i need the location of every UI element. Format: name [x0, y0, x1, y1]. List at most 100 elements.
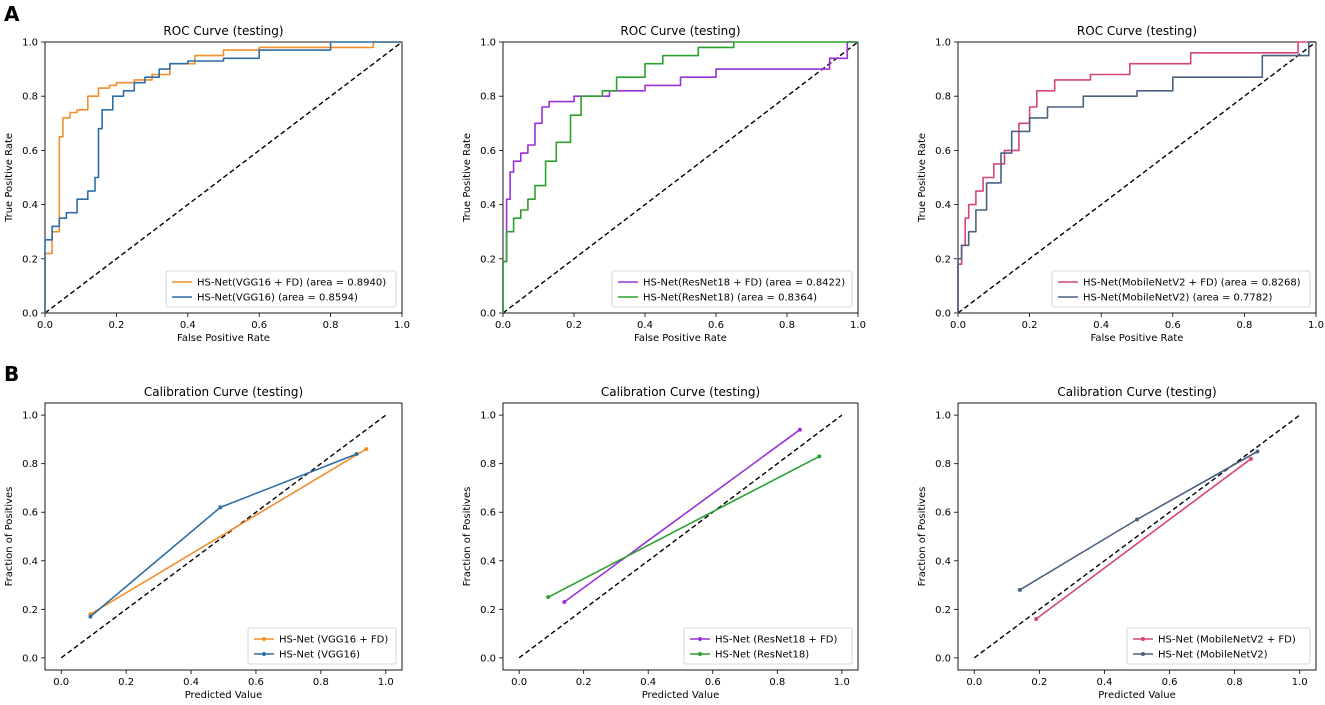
- chart-title: ROC Curve (testing): [620, 24, 740, 38]
- series-line-2: [502, 41, 858, 313]
- y-tick-label: 0.4: [480, 200, 496, 211]
- legend-box: [1126, 627, 1311, 665]
- x-tick-label: 0.4: [180, 320, 196, 331]
- x-tick-label: 0.8: [1236, 320, 1252, 331]
- series-2-point: [354, 451, 359, 456]
- x-tick-label: 0.6: [705, 677, 721, 688]
- x-tick-label: 0.8: [779, 320, 795, 331]
- legend-entry: HS-Net (ResNet18 + FD): [715, 635, 837, 646]
- legend-box: [683, 627, 853, 665]
- x-tick-label: 0.6: [251, 320, 267, 331]
- series-1-point: [562, 600, 567, 605]
- y-tick-label: 0.4: [935, 200, 951, 211]
- series-2-point: [817, 454, 822, 459]
- series-line-1: [89, 448, 367, 615]
- legend-marker: [262, 637, 266, 641]
- legend-entry: HS-Net(MobileNetV2 + FD) (area = 0.8268): [1083, 278, 1301, 289]
- y-axis-label: True Positive Rate: [4, 133, 15, 223]
- y-tick-label: 0.8: [935, 92, 951, 103]
- series-2-point: [218, 505, 223, 510]
- diagonal-reference-line: [973, 414, 1301, 659]
- y-tick-label: 0.2: [22, 254, 38, 265]
- chart-3: 0.00.0 0.2 0.2 0.4 0.4 0.6 0.6 0.8 0.8 1.0 1.0 ROC …: [917, 24, 1324, 344]
- chart-title: Calibration Curve (testing): [1057, 385, 1216, 399]
- y-tick-label: 0.6: [480, 146, 496, 157]
- x-tick-label: 0.4: [1097, 677, 1113, 688]
- y-tick-label: 0.2: [935, 605, 951, 616]
- x-axis-label: Predicted Value: [1098, 690, 1176, 701]
- legend-entry: HS-Net (MobileNetV2 + FD): [1158, 635, 1296, 646]
- y-tick-label: 1.0: [480, 411, 496, 422]
- y-tick-label: 0.8: [22, 459, 38, 470]
- series-line-1: [44, 41, 402, 313]
- legend-entry: HS-Net(ResNet18 + FD) (area = 0.8422): [643, 278, 845, 289]
- x-tick-label: 0.6: [1165, 320, 1181, 331]
- y-tick-label: 0.0: [935, 653, 951, 664]
- legend-entry: HS-Net (ResNet18): [715, 650, 809, 661]
- legend-entry: HS-Net(VGG16 + FD) (area = 0.8940): [197, 278, 386, 289]
- diagonal-reference-line: [60, 414, 387, 659]
- x-tick-label: 0.2: [118, 677, 134, 688]
- x-tick-label: 0.8: [769, 677, 785, 688]
- plot-frame: [44, 402, 403, 671]
- y-tick-label: 1.0: [480, 38, 496, 49]
- x-tick-label: 0.2: [1031, 677, 1047, 688]
- diagonal-reference-line: [44, 41, 403, 314]
- y-tick-label: 0.8: [22, 92, 38, 103]
- legend-entry: HS-Net (VGG16 + FD): [279, 635, 388, 646]
- plot-frame: [502, 402, 859, 671]
- x-axis-label: Predicted Value: [642, 690, 720, 701]
- y-tick-label: 1.0: [935, 411, 951, 422]
- series-2-point: [546, 595, 551, 600]
- x-tick-label: 0.0: [495, 320, 511, 331]
- series-2-point: [1017, 587, 1022, 592]
- legend-entry: HS-Net (MobileNetV2): [1158, 650, 1268, 661]
- x-tick-label: 0.0: [511, 677, 527, 688]
- x-tick-label: 0.4: [1093, 320, 1109, 331]
- series-1-point: [797, 427, 802, 432]
- y-tick-label: 0.0: [935, 309, 951, 320]
- series-line-1: [563, 429, 801, 603]
- chart-title: Calibration Curve (testing): [144, 385, 303, 399]
- plot-frame: [502, 41, 859, 314]
- legend-entry: HS-Net (VGG16): [279, 650, 360, 661]
- series-line-1: [1035, 458, 1252, 620]
- x-tick-label: 0.2: [576, 677, 592, 688]
- x-tick-label: 0.0: [37, 320, 53, 331]
- series-1-point: [1248, 456, 1253, 461]
- series-2-point: [1135, 517, 1139, 522]
- legend-box: [247, 627, 397, 665]
- y-axis-label: Fraction of Positives: [4, 487, 15, 587]
- y-tick-label: 0.8: [480, 92, 496, 103]
- legend-marker: [1141, 637, 1145, 641]
- y-tick-label: 0.0: [480, 309, 496, 320]
- series-2-point: [88, 614, 93, 619]
- x-axis-label: False Positive Rate: [177, 333, 270, 344]
- y-tick-label: 0.2: [935, 254, 951, 265]
- y-tick-label: 0.6: [22, 508, 38, 519]
- legend-marker: [698, 652, 702, 656]
- y-axis-label: True Positive Rate: [462, 133, 473, 223]
- series-line-1: [957, 41, 1316, 313]
- x-tick-label: 0.4: [637, 320, 653, 331]
- y-axis-label: Fraction of Positives: [917, 487, 928, 587]
- plot-frame: [44, 41, 403, 314]
- chart-title: ROC Curve (testing): [163, 24, 283, 38]
- x-axis-label: False Positive Rate: [1091, 333, 1184, 344]
- plot-frame: [957, 41, 1317, 314]
- series-1-point: [364, 447, 369, 452]
- y-tick-label: 0.4: [935, 556, 951, 567]
- series-2-point: [1255, 449, 1260, 454]
- diagonal-reference-line: [957, 41, 1317, 314]
- x-tick-label: 0.6: [248, 677, 264, 688]
- y-tick-label: 0.2: [22, 605, 38, 616]
- y-axis-label: Fraction of Positives: [462, 487, 473, 587]
- y-tick-label: 1.0: [935, 38, 951, 49]
- chart-title: Calibration Curve (testing): [601, 385, 760, 399]
- legend-box: [611, 270, 853, 308]
- y-tick-label: 0.2: [480, 254, 496, 265]
- panel-label-b: B: [4, 362, 20, 386]
- x-tick-label: 0.2: [108, 320, 124, 331]
- x-tick-label: 1.0: [834, 677, 850, 688]
- y-tick-label: 1.0: [22, 38, 38, 49]
